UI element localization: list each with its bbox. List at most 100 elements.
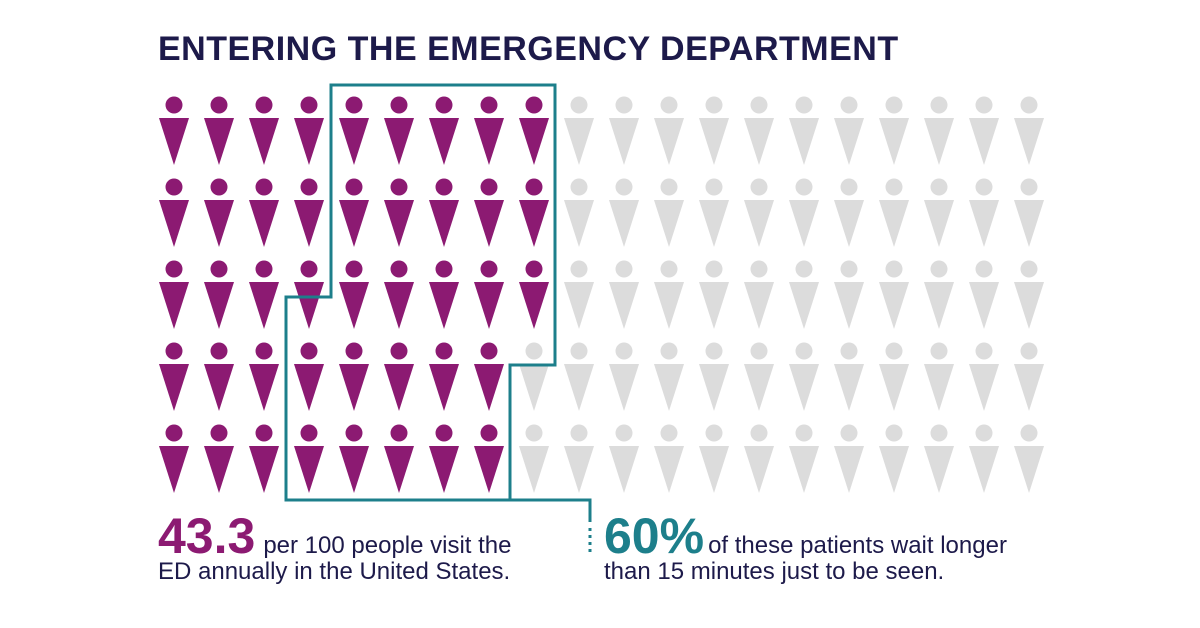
person-icon-filled: [159, 424, 189, 493]
person-body: [204, 446, 234, 493]
person-head: [615, 178, 633, 196]
person-body: [294, 446, 324, 493]
person-body: [834, 364, 864, 411]
person-head: [435, 178, 453, 196]
person-head: [705, 260, 723, 278]
person-head: [885, 260, 903, 278]
person-head: [525, 424, 543, 442]
person-head: [255, 96, 273, 114]
stat-ed-visits-line1: per 100 people visit the: [263, 532, 512, 559]
person-body: [744, 364, 774, 411]
person-icon-empty: [564, 178, 594, 247]
person-icon-empty: [519, 424, 549, 493]
person-icon-filled: [204, 424, 234, 493]
person-body: [789, 364, 819, 411]
person-head: [1020, 260, 1038, 278]
person-body: [474, 282, 504, 329]
person-icon-filled: [159, 342, 189, 411]
person-body: [339, 446, 369, 493]
person-body: [609, 364, 639, 411]
person-icon-empty: [744, 260, 774, 329]
person-icon-empty: [924, 96, 954, 165]
person-body: [834, 118, 864, 165]
person-icon-filled: [159, 96, 189, 165]
person-icon-filled: [339, 424, 369, 493]
person-body: [969, 282, 999, 329]
person-head: [930, 342, 948, 360]
person-head: [165, 96, 183, 114]
person-head: [525, 342, 543, 360]
person-body: [474, 200, 504, 247]
person-head: [615, 424, 633, 442]
person-head: [840, 424, 858, 442]
person-icon-filled: [249, 424, 279, 493]
person-icon-filled: [294, 96, 324, 165]
person-icon-filled: [384, 96, 414, 165]
person-head: [480, 96, 498, 114]
person-icon-empty: [609, 342, 639, 411]
person-icon-filled: [204, 178, 234, 247]
person-head: [435, 342, 453, 360]
person-body: [789, 282, 819, 329]
person-icon-filled: [429, 260, 459, 329]
person-body: [159, 446, 189, 493]
person-body: [924, 364, 954, 411]
person-head: [480, 178, 498, 196]
person-icon-empty: [924, 178, 954, 247]
person-icon-filled: [429, 178, 459, 247]
person-icon-empty: [609, 178, 639, 247]
person-head: [345, 260, 363, 278]
person-head: [795, 260, 813, 278]
person-icon-filled: [519, 178, 549, 247]
person-icon-empty: [564, 260, 594, 329]
person-icon-empty: [789, 178, 819, 247]
person-body: [879, 118, 909, 165]
person-icon-empty: [1014, 424, 1044, 493]
person-head: [570, 424, 588, 442]
person-head: [795, 96, 813, 114]
person-head: [795, 178, 813, 196]
person-body: [474, 364, 504, 411]
person-body: [924, 200, 954, 247]
person-head: [165, 178, 183, 196]
person-head: [615, 342, 633, 360]
person-head: [165, 342, 183, 360]
person-body: [249, 282, 279, 329]
person-head: [885, 424, 903, 442]
person-head: [210, 260, 228, 278]
person-head: [390, 342, 408, 360]
stat-ed-visits-value: 43.3: [158, 508, 256, 564]
person-icon-filled: [474, 96, 504, 165]
person-icon-filled: [519, 96, 549, 165]
person-icon-filled: [339, 260, 369, 329]
person-body: [924, 118, 954, 165]
person-body: [159, 200, 189, 247]
stat-wait-time-line2: than 15 minutes just to be seen.: [604, 558, 945, 585]
person-head: [390, 178, 408, 196]
person-body: [834, 200, 864, 247]
person-icon-empty: [1014, 260, 1044, 329]
person-icon-empty: [699, 178, 729, 247]
person-body: [744, 446, 774, 493]
stat-wait-time: 60% of these patients wait longer than 15…: [604, 508, 1007, 586]
person-head: [840, 178, 858, 196]
person-body: [339, 282, 369, 329]
person-head: [300, 424, 318, 442]
person-body: [654, 200, 684, 247]
person-head: [480, 260, 498, 278]
person-body: [384, 118, 414, 165]
person-icon-empty: [969, 342, 999, 411]
person-body: [339, 364, 369, 411]
person-body: [519, 200, 549, 247]
person-head: [300, 260, 318, 278]
person-body: [654, 364, 684, 411]
person-head: [615, 96, 633, 114]
person-head: [570, 96, 588, 114]
person-body: [1014, 446, 1044, 493]
person-icon-empty: [969, 260, 999, 329]
person-head: [525, 178, 543, 196]
person-head: [705, 178, 723, 196]
person-body: [924, 446, 954, 493]
person-icon-empty: [834, 260, 864, 329]
